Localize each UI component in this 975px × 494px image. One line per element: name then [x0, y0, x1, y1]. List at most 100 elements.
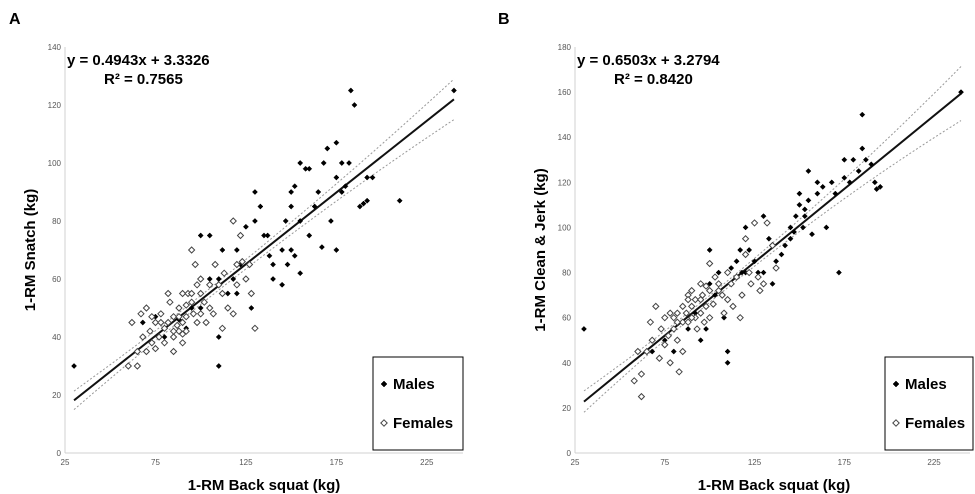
female-data-point	[679, 318, 687, 326]
female-data-point	[696, 280, 705, 288]
male-data-point	[871, 179, 878, 186]
panel-a-ci-lower	[73, 119, 455, 410]
male-data-point	[338, 160, 345, 166]
male-data-point	[855, 168, 862, 175]
female-data-point	[754, 273, 762, 281]
male-data-point	[233, 247, 240, 253]
panel-b-r-squared: R² = 0.8420	[614, 71, 693, 88]
female-data-point	[175, 304, 183, 312]
panel-b-legend-females: Females	[905, 415, 965, 432]
female-data-point	[756, 286, 764, 295]
female-data-point	[206, 281, 214, 289]
male-data-point	[284, 261, 291, 268]
female-data-point	[247, 289, 256, 298]
legend-filled-diamond-icon	[380, 380, 388, 388]
female-data-point	[718, 291, 726, 299]
female-data-point	[738, 291, 746, 299]
female-data-point	[160, 339, 169, 347]
panel-b-x-tick-label: 75	[660, 458, 669, 467]
male-data-point	[333, 139, 340, 146]
male-data-point	[333, 247, 340, 253]
male-data-point	[71, 363, 77, 369]
female-data-point	[133, 362, 142, 370]
female-data-point	[175, 312, 183, 321]
male-data-point	[715, 269, 722, 276]
male-data-point	[288, 189, 295, 195]
female-data-point	[189, 310, 198, 318]
male-data-point	[315, 189, 322, 195]
female-data-point	[224, 304, 232, 312]
panel-b-legend-males: Males	[905, 376, 947, 393]
female-data-point	[702, 282, 710, 290]
female-data-point	[196, 310, 205, 318]
female-data-point	[679, 347, 687, 356]
panel-b-y-tick-label: 40	[562, 359, 571, 368]
male-data-point	[297, 160, 304, 166]
female-data-point	[696, 295, 705, 304]
female-data-point	[211, 260, 219, 269]
male-data-point	[712, 292, 718, 299]
male-data-point	[369, 174, 376, 181]
male-data-point	[356, 203, 363, 210]
male-data-point	[320, 160, 327, 166]
panel-a-r-squared: R² = 0.7565	[104, 71, 183, 88]
female-data-point	[723, 268, 732, 277]
female-data-point	[684, 295, 692, 304]
male-data-point	[318, 244, 325, 251]
male-data-point	[360, 200, 367, 207]
panel-a-y-tick-label: 100	[48, 159, 62, 168]
male-data-point	[270, 261, 276, 268]
male-data-point	[206, 232, 213, 239]
female-data-point	[675, 368, 683, 376]
male-data-point	[800, 224, 806, 231]
male-data-point	[835, 269, 842, 276]
panel-b: B 25 75 125 175 225020406080100120140160180 …	[498, 11, 974, 494]
female-data-point	[759, 280, 768, 288]
male-data-point	[333, 174, 340, 181]
panel-b-x-tick-label: 25	[571, 458, 580, 467]
male-data-point	[264, 232, 271, 239]
female-data-point	[673, 309, 682, 317]
female-data-point	[702, 302, 710, 311]
female-data-point	[630, 377, 638, 385]
female-data-point	[236, 231, 245, 240]
panel-b-legend: Males Females	[884, 356, 974, 451]
female-data-point	[661, 313, 669, 322]
female-data-point	[657, 325, 665, 333]
male-data-point	[958, 89, 964, 96]
male-data-point	[850, 156, 857, 163]
male-data-point	[823, 224, 830, 231]
female-data-point	[655, 354, 664, 362]
panel-a-y-tick-label: 40	[52, 333, 61, 342]
female-data-point	[151, 318, 160, 327]
male-data-point	[859, 145, 866, 152]
panel-a: A 25 75 125 175 225 0 20 40 60 80 100 120 140 y = 0.…	[9, 11, 464, 494]
panel-b-x-axis-title: 1-RM Back squat (kg)	[698, 477, 851, 494]
male-data-point	[224, 290, 231, 297]
legend-open-diamond-icon	[892, 419, 900, 427]
male-data-point	[746, 247, 753, 253]
panel-a-x-tick-label: 125	[239, 458, 253, 467]
male-data-point	[346, 160, 352, 166]
male-data-point	[297, 270, 304, 277]
female-data-point	[711, 273, 719, 281]
female-data-point	[193, 318, 201, 327]
panel-b-y-tick-label: 20	[562, 404, 571, 413]
male-data-point	[832, 190, 839, 197]
female-data-point	[720, 309, 728, 317]
male-data-point	[252, 218, 258, 224]
male-data-point	[230, 276, 237, 282]
female-data-point	[666, 309, 674, 317]
male-data-point	[342, 183, 349, 190]
female-data-point	[700, 318, 708, 326]
female-data-point	[215, 281, 223, 289]
female-data-point	[643, 347, 651, 356]
female-data-point	[233, 260, 241, 269]
female-data-point	[666, 359, 674, 367]
female-data-point	[741, 250, 750, 259]
female-data-point	[637, 392, 646, 401]
male-data-point	[364, 197, 371, 204]
panel-a-legend-males: Males	[393, 376, 435, 393]
male-data-point	[733, 258, 740, 265]
female-data-point	[696, 309, 705, 317]
